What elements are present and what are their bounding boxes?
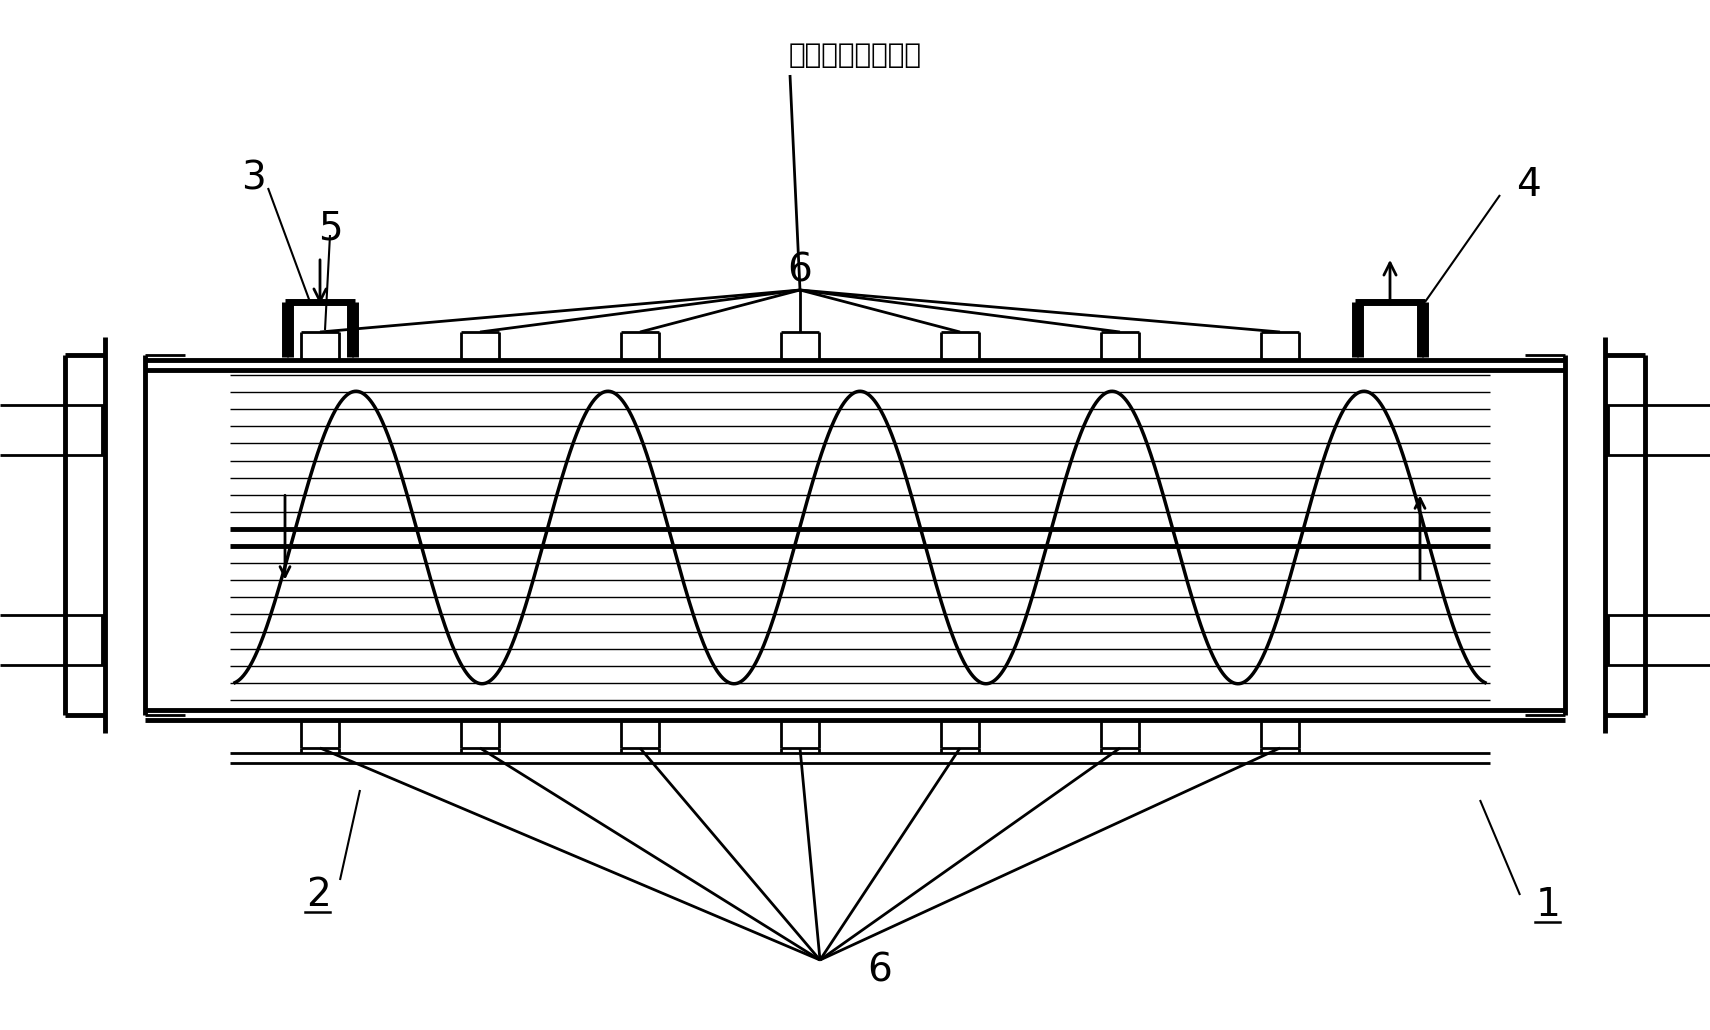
Text: 6: 6 xyxy=(788,251,812,289)
Text: 1: 1 xyxy=(1536,886,1561,924)
Text: 6: 6 xyxy=(867,951,893,989)
Text: 4: 4 xyxy=(1515,166,1541,204)
Text: 2: 2 xyxy=(306,876,330,914)
Text: 5: 5 xyxy=(318,209,342,247)
Text: 水流方向模拟曲线: 水流方向模拟曲线 xyxy=(788,41,922,69)
Text: 3: 3 xyxy=(241,159,265,197)
